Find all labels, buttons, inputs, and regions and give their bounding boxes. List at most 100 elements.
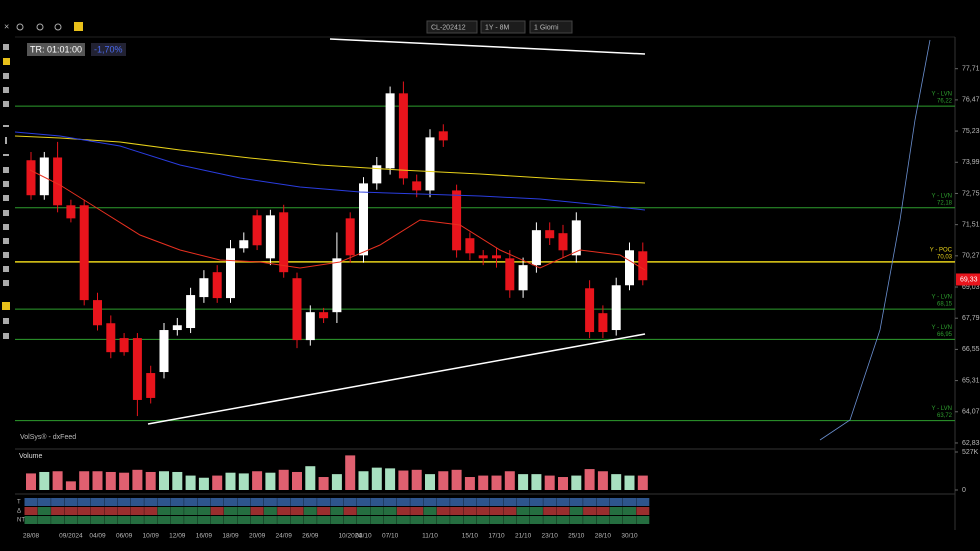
level-value: 68,15 xyxy=(937,302,953,308)
table-cell xyxy=(569,498,583,506)
tool[interactable] xyxy=(3,252,9,258)
table-cell xyxy=(263,498,277,506)
y-tick-label: 70,27 xyxy=(962,253,980,260)
candle-body xyxy=(186,295,196,329)
x-tick-label: 03/10 xyxy=(355,533,372,540)
candle-body xyxy=(571,220,581,256)
tool[interactable] xyxy=(5,137,7,144)
last-price-badge xyxy=(956,273,980,286)
tool[interactable] xyxy=(3,87,9,93)
candle-body xyxy=(132,338,142,400)
tool[interactable] xyxy=(3,167,9,173)
candle-body xyxy=(452,190,462,251)
tool[interactable] xyxy=(3,224,9,230)
table-cell xyxy=(357,516,370,524)
range-dropdown[interactable] xyxy=(480,20,526,34)
y-tick-label: 71,51 xyxy=(962,221,980,228)
icon[interactable] xyxy=(36,23,44,31)
table-cell xyxy=(290,516,304,524)
volume-bar xyxy=(371,467,382,490)
table-cell xyxy=(91,507,104,515)
table-cell xyxy=(130,507,144,515)
table-cell xyxy=(343,516,357,524)
tool[interactable] xyxy=(2,302,10,310)
tool[interactable] xyxy=(3,101,9,107)
table-cell xyxy=(144,507,158,515)
tool[interactable] xyxy=(3,154,9,156)
x-tick-label: 12/09 xyxy=(169,533,186,540)
symbol-dropdown[interactable] xyxy=(426,20,478,34)
volume-bar xyxy=(411,469,422,490)
table-cell xyxy=(503,516,517,524)
table-cell xyxy=(423,507,437,515)
volume-title: Volume xyxy=(19,453,42,460)
table-cell xyxy=(556,498,570,506)
trend-line xyxy=(329,38,646,55)
volume-bar xyxy=(491,475,502,490)
candle-body xyxy=(385,93,395,169)
volume-bar xyxy=(571,475,582,490)
tool[interactable] xyxy=(3,181,9,187)
table-cell xyxy=(210,516,224,524)
close-icon[interactable]: × xyxy=(4,21,9,31)
table-cell xyxy=(423,516,437,524)
x-tick-label: 30/10 xyxy=(621,533,638,540)
table-cell xyxy=(383,516,397,524)
tool[interactable] xyxy=(3,58,10,65)
volume-bar xyxy=(358,471,369,490)
volume-bar xyxy=(611,474,622,490)
table-cell xyxy=(529,516,543,524)
table-cell xyxy=(436,516,450,524)
tool[interactable] xyxy=(3,73,9,79)
tool[interactable] xyxy=(3,333,9,339)
interval-dropdown[interactable] xyxy=(529,20,573,34)
table-cell xyxy=(24,498,38,506)
icon[interactable] xyxy=(74,22,83,31)
tool[interactable] xyxy=(3,44,9,50)
candle-body xyxy=(505,258,515,291)
volume-bar xyxy=(132,469,143,490)
table-cell xyxy=(569,507,583,515)
trend-line xyxy=(147,333,646,425)
table-cell xyxy=(130,498,144,506)
tool[interactable] xyxy=(3,280,9,286)
volume-bar xyxy=(39,471,50,490)
icon[interactable] xyxy=(16,23,24,31)
table-cell xyxy=(490,498,503,506)
candle-body xyxy=(39,157,49,196)
table-cell xyxy=(636,516,650,524)
level-value: 70,03 xyxy=(937,254,953,260)
tool[interactable] xyxy=(3,125,9,127)
icon[interactable] xyxy=(54,23,62,31)
table-cell xyxy=(250,507,264,515)
volume-bar xyxy=(26,473,36,490)
candle-body xyxy=(239,240,249,249)
volume-bar xyxy=(398,470,409,490)
candle-body xyxy=(26,160,36,196)
table-cell xyxy=(623,507,636,515)
table-cell xyxy=(623,516,636,524)
table-cell xyxy=(77,516,91,524)
tool[interactable] xyxy=(3,195,9,201)
table-cell xyxy=(396,498,410,506)
table-cell xyxy=(144,516,158,524)
table-cell xyxy=(117,507,131,515)
table-cell xyxy=(37,516,51,524)
table-cell xyxy=(556,516,570,524)
table-cell xyxy=(370,498,384,506)
y-tick-label: 76,47 xyxy=(962,97,980,104)
table-cell xyxy=(24,507,38,515)
y-tick-label: 65,31 xyxy=(962,377,980,384)
tool[interactable] xyxy=(3,238,9,244)
table-cell xyxy=(303,516,317,524)
tool[interactable] xyxy=(3,318,9,324)
x-tick-label: 17/10 xyxy=(488,533,505,540)
tool[interactable] xyxy=(3,266,9,272)
table-cell xyxy=(436,498,450,506)
tool[interactable] xyxy=(3,210,9,216)
table-cell xyxy=(184,516,198,524)
volume-bar xyxy=(331,474,342,490)
y-tick-label: 66,55 xyxy=(962,346,980,353)
volume-bar xyxy=(105,471,116,490)
